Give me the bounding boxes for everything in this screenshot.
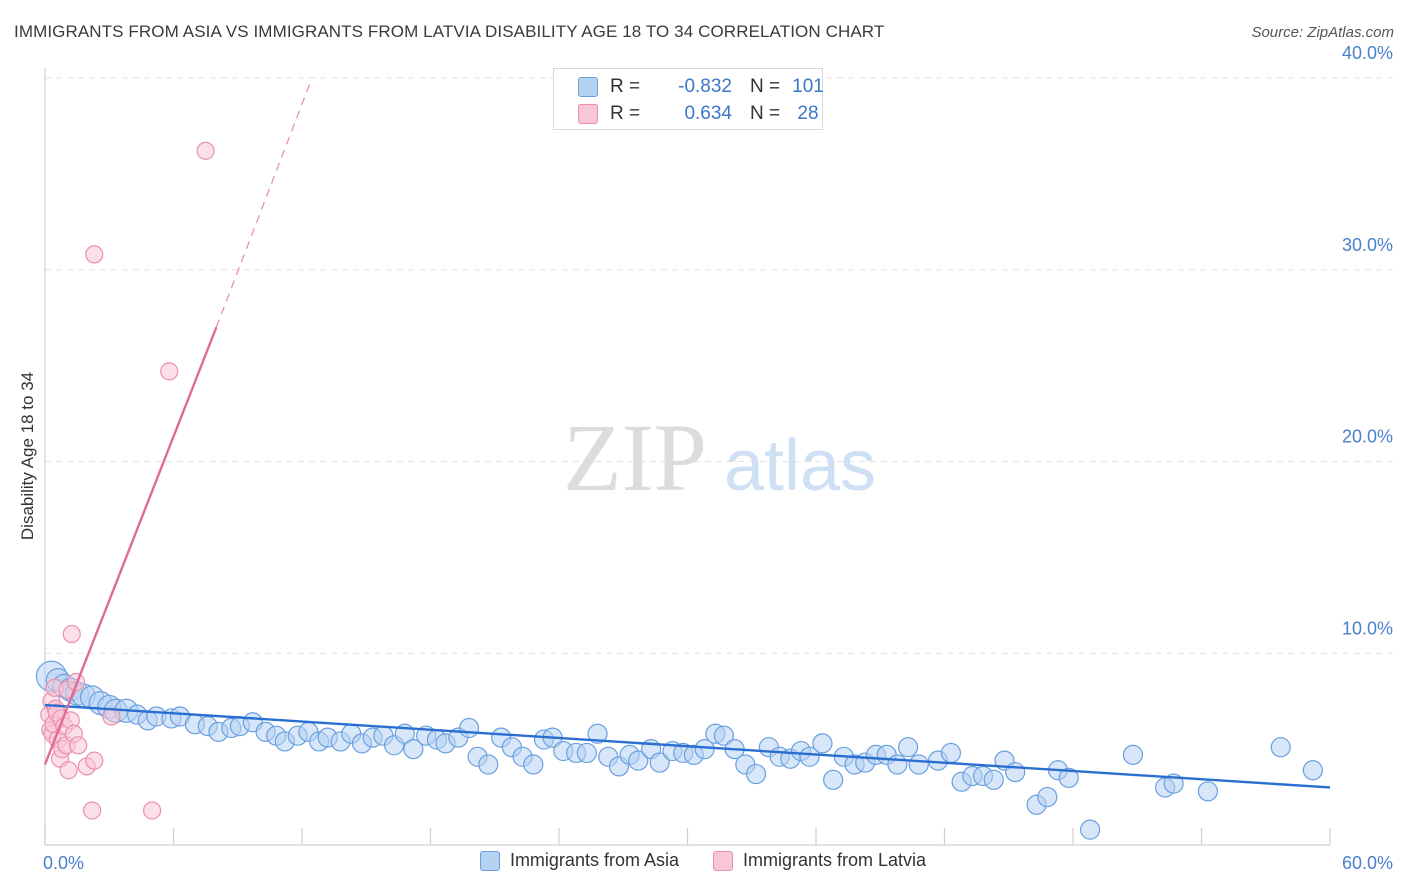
- asia-point: [403, 739, 424, 760]
- latvia-point: [142, 801, 162, 820]
- latvia-point: [196, 141, 215, 160]
- latvia-trend-extension: [215, 81, 312, 328]
- latvia-point: [83, 801, 102, 820]
- chart-title: IMMIGRANTS FROM ASIA VS IMMIGRANTS FROM …: [14, 22, 885, 41]
- asia-point: [1037, 786, 1058, 808]
- asia-point: [799, 746, 820, 767]
- latvia-point: [59, 761, 78, 780]
- asia-point: [897, 737, 919, 758]
- asia-point: [983, 769, 1004, 790]
- asia-swatch: [578, 77, 598, 97]
- source-label: Source: ZipAtlas.com: [1251, 24, 1394, 41]
- tick-labels: 10.0% 20.0% 30.0% 40.0% 0.0% 60.0%: [43, 43, 1393, 873]
- series-asia-points: [35, 660, 1323, 840]
- n-value: 101: [792, 76, 824, 97]
- latvia-point: [102, 707, 121, 726]
- asia-point: [478, 754, 499, 775]
- latvia-swatch: [712, 850, 733, 871]
- y-tick-label: 20.0%: [1342, 427, 1393, 447]
- series-legend: Immigrants from Asia Immigrants from Lat…: [0, 850, 1406, 871]
- legend-item-latvia[interactable]: Immigrants from Latvia: [712, 850, 927, 871]
- asia-point: [458, 717, 480, 739]
- y-tick-label: 10.0%: [1342, 618, 1393, 638]
- asia-point: [940, 742, 962, 764]
- asia-point: [587, 723, 608, 744]
- r-label: R =: [610, 103, 641, 124]
- x-tick-label-min: 0.0%: [43, 853, 84, 873]
- asia-point: [649, 752, 670, 773]
- asia-swatch: [479, 850, 500, 871]
- n-value: 28: [797, 103, 819, 124]
- asia-trend-line: [44, 703, 1331, 789]
- latvia-trend-line: [43, 326, 218, 765]
- watermark-zip: ZIP: [563, 404, 707, 511]
- asia-point: [823, 769, 844, 790]
- asia-point: [628, 750, 649, 771]
- n-label: N =: [750, 76, 781, 97]
- trend-lines: [43, 81, 1331, 789]
- watermark: ZIP atlas: [563, 404, 876, 511]
- asia-point: [887, 754, 908, 775]
- asia-point: [1270, 737, 1291, 758]
- asia-point: [745, 763, 767, 785]
- asia-point: [523, 754, 544, 775]
- asia-point: [1080, 819, 1101, 840]
- legend-label-asia: Immigrants from Asia: [509, 850, 679, 870]
- r-value: -0.832: [678, 76, 732, 97]
- asia-point: [1122, 744, 1144, 765]
- legend-item-asia[interactable]: Immigrants from Asia: [479, 850, 679, 871]
- grid-lines: [45, 77, 1395, 654]
- asia-point: [576, 742, 597, 764]
- asia-point: [1302, 760, 1323, 781]
- latvia-swatch: [578, 104, 598, 124]
- watermark-atlas: atlas: [724, 426, 876, 506]
- latvia-point: [85, 245, 104, 264]
- r-value: 0.634: [684, 103, 732, 124]
- latvia-point: [69, 736, 88, 755]
- y-tick-label: 30.0%: [1342, 235, 1393, 255]
- y-tick-label: 40.0%: [1342, 43, 1393, 63]
- asia-point: [908, 754, 929, 775]
- stats-legend: R = -0.832 N = 101 R = 0.634 N = 28: [553, 68, 826, 130]
- asia-point: [713, 725, 735, 746]
- latvia-point: [62, 624, 81, 644]
- stats-row-asia: R = -0.832 N = 101: [578, 74, 826, 100]
- r-label: R =: [610, 76, 641, 97]
- latvia-point: [160, 362, 179, 381]
- stats-row-latvia: R = 0.634 N = 28: [578, 101, 826, 127]
- asia-point: [812, 733, 833, 754]
- n-label: N =: [750, 103, 781, 124]
- latvia-point: [85, 751, 104, 770]
- legend-label-latvia: Immigrants from Latvia: [742, 850, 927, 870]
- asia-point: [1058, 767, 1079, 788]
- asia-point: [1197, 781, 1219, 802]
- x-tick-label-max: 60.0%: [1342, 853, 1393, 873]
- asia-point: [1005, 762, 1026, 783]
